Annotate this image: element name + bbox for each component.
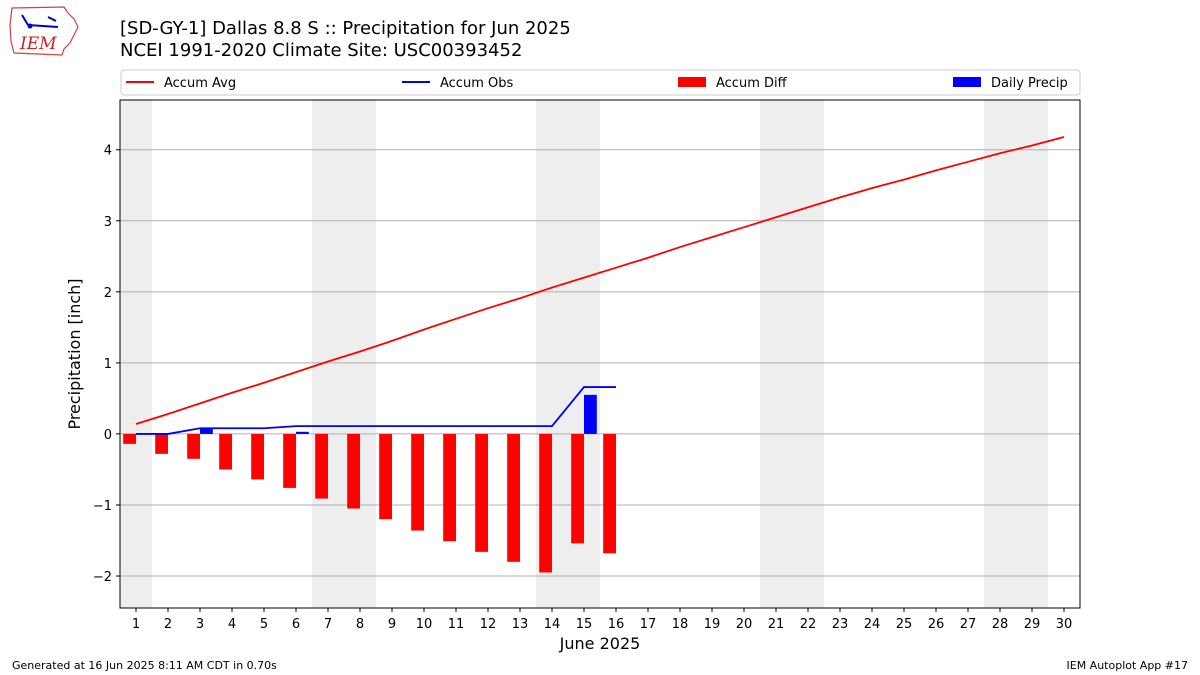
y-tick-label: 1 xyxy=(104,357,112,372)
y-tick-label: −2 xyxy=(93,570,112,585)
daily-precip-bar xyxy=(584,394,597,434)
legend-swatch-bar xyxy=(953,77,981,87)
x-tick-label: 11 xyxy=(448,617,465,632)
x-tick-label: 30 xyxy=(1056,617,1073,632)
legend-swatch-bar xyxy=(678,77,706,87)
x-tick-label: 22 xyxy=(800,617,817,632)
x-tick-label: 25 xyxy=(896,617,913,632)
x-tick-label: 21 xyxy=(768,617,785,632)
y-tick-label: 4 xyxy=(104,144,112,159)
x-tick-label: 17 xyxy=(640,617,657,632)
legend-label: Accum Avg xyxy=(164,76,236,91)
y-tick-label: 2 xyxy=(104,286,112,301)
x-tick-label: 18 xyxy=(672,617,689,632)
daily-precip-bar xyxy=(296,431,309,434)
diff-bar xyxy=(155,433,168,454)
legend-label: Daily Precip xyxy=(991,76,1068,91)
chart-title: [SD-GY-1] Dallas 8.8 S :: Precipitation … xyxy=(120,18,571,39)
diff-bar xyxy=(443,433,456,542)
x-tick-label: 20 xyxy=(736,617,753,632)
diff-bar xyxy=(315,433,328,499)
x-tick-label: 28 xyxy=(992,617,1009,632)
y-axis-label: Precipitation [inch] xyxy=(65,278,84,429)
x-tick-label: 14 xyxy=(544,617,561,632)
diff-bar xyxy=(411,433,424,531)
weekend-shade xyxy=(312,100,344,608)
x-tick-label: 13 xyxy=(512,617,529,632)
x-tick-label: 19 xyxy=(704,617,721,632)
diff-bar xyxy=(123,433,136,444)
weekend-shade xyxy=(120,100,152,608)
diff-bar xyxy=(379,433,392,520)
diff-bar xyxy=(507,433,520,562)
diff-bar xyxy=(219,433,232,470)
x-tick-label: 2 xyxy=(164,617,172,632)
y-tick-label: 3 xyxy=(104,215,112,230)
accum-avg-line xyxy=(135,136,1065,425)
diff-bar xyxy=(475,433,488,552)
weekend-shade xyxy=(1016,100,1048,608)
x-tick-label: 27 xyxy=(960,617,977,632)
legend-label: Accum Obs xyxy=(440,76,513,91)
svg-text:IEM: IEM xyxy=(19,34,57,54)
x-axis-label: June 2025 xyxy=(559,634,641,653)
x-tick-label: 5 xyxy=(260,617,268,632)
plot-frame xyxy=(119,99,1081,609)
x-tick-label: 6 xyxy=(292,617,300,632)
x-tick-label: 8 xyxy=(356,617,364,632)
x-tick-label: 7 xyxy=(324,617,332,632)
weekend-shade xyxy=(984,100,1016,608)
x-tick-label: 16 xyxy=(608,617,625,632)
x-tick-label: 24 xyxy=(864,617,881,632)
diff-bar xyxy=(251,433,264,480)
legend-box xyxy=(120,69,1081,96)
x-tick-label: 15 xyxy=(576,617,593,632)
iem-logo: IEM xyxy=(9,6,79,56)
diff-bar xyxy=(571,433,584,544)
generated-footer: Generated at 16 Jun 2025 8:11 AM CDT in … xyxy=(12,659,277,672)
diff-bar xyxy=(347,433,360,509)
legend-label: Accum Diff xyxy=(716,76,788,91)
diff-bar xyxy=(603,433,616,554)
chart-subtitle: NCEI 1991-2020 Climate Site: USC00393452 xyxy=(120,40,523,61)
x-tick-label: 9 xyxy=(388,617,396,632)
diff-bar xyxy=(539,433,552,573)
x-tick-label: 10 xyxy=(416,617,433,632)
x-tick-label: 12 xyxy=(480,617,497,632)
x-tick-label: 1 xyxy=(132,617,140,632)
x-tick-label: 4 xyxy=(228,617,236,632)
x-tick-label: 29 xyxy=(1024,617,1041,632)
weekend-shade xyxy=(792,100,824,608)
y-tick-label: 0 xyxy=(104,428,112,443)
weekend-shade xyxy=(760,100,792,608)
x-tick-label: 3 xyxy=(196,617,204,632)
weekend-shade xyxy=(344,100,376,608)
daily-precip-bar xyxy=(200,428,213,434)
x-tick-label: 26 xyxy=(928,617,945,632)
diff-bar xyxy=(283,433,296,488)
x-tick-label: 23 xyxy=(832,617,849,632)
diff-bar xyxy=(187,433,200,459)
accum-obs-line xyxy=(136,386,616,435)
app-footer: IEM Autoplot App #17 xyxy=(1066,659,1189,672)
y-tick-label: −1 xyxy=(93,499,112,514)
